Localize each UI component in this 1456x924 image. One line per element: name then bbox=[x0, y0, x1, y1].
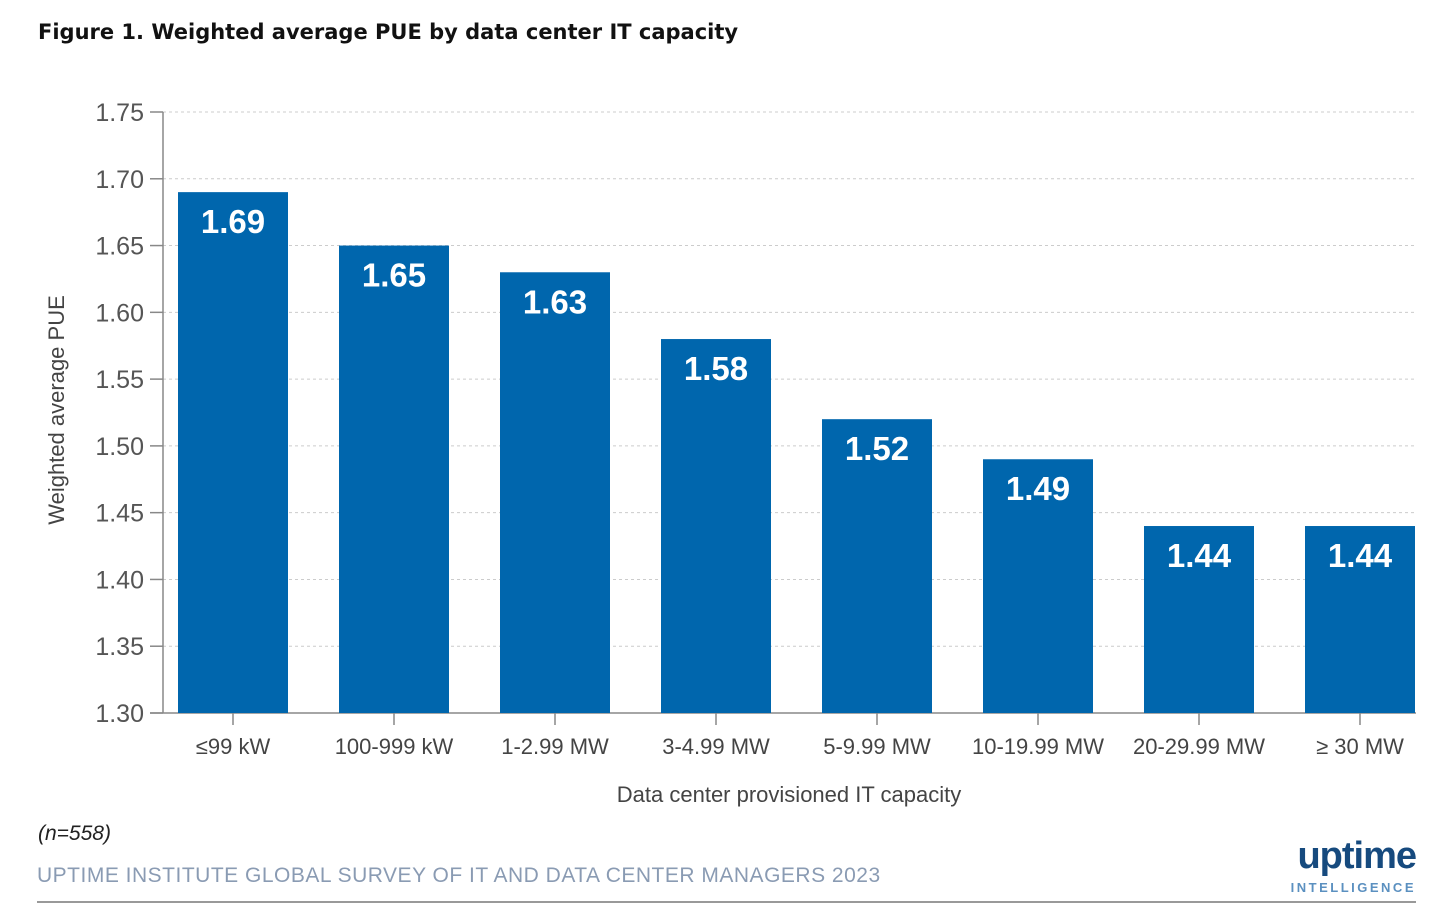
x-tick-label: 100-999 kW bbox=[335, 734, 454, 759]
x-tick-label: ≤99 kW bbox=[196, 734, 271, 759]
bar bbox=[178, 192, 288, 714]
bar-value-label: 1.65 bbox=[362, 257, 426, 294]
footer-divider bbox=[37, 901, 1416, 903]
bar-value-label: 1.44 bbox=[1328, 537, 1393, 574]
x-tick-label: 5-9.99 MW bbox=[823, 734, 931, 759]
y-tick-label: 1.70 bbox=[95, 166, 144, 194]
bar-value-label: 1.69 bbox=[201, 203, 265, 240]
logo-wordmark: uptime bbox=[1297, 835, 1417, 877]
bar bbox=[822, 419, 932, 713]
logo-subtitle: INTELLIGENCE bbox=[1290, 880, 1416, 895]
bar bbox=[1305, 526, 1415, 713]
x-tick-label: 3-4.99 MW bbox=[662, 734, 770, 759]
y-tick-label: 1.45 bbox=[95, 500, 144, 528]
bar-value-label: 1.63 bbox=[523, 283, 587, 320]
x-tick-label: 20-29.99 MW bbox=[1133, 734, 1265, 759]
y-tick-label: 1.55 bbox=[95, 366, 144, 394]
x-tick-label: ≥ 30 MW bbox=[1316, 734, 1404, 759]
y-tick-label: 1.35 bbox=[95, 633, 144, 661]
bar bbox=[500, 272, 610, 713]
bar-value-label: 1.58 bbox=[684, 350, 748, 387]
x-axis-label: Data center provisioned IT capacity bbox=[617, 782, 961, 807]
y-tick-label: 1.65 bbox=[95, 233, 144, 261]
y-tick-label: 1.40 bbox=[95, 566, 144, 594]
y-tick-label: 1.75 bbox=[95, 99, 144, 127]
bar bbox=[1144, 526, 1254, 713]
bar bbox=[661, 339, 771, 713]
bar bbox=[339, 245, 449, 714]
bar-value-label: 1.44 bbox=[1167, 537, 1232, 574]
bar-value-label: 1.52 bbox=[845, 430, 909, 467]
y-tick-label: 1.50 bbox=[95, 433, 144, 461]
x-tick-label: 1-2.99 MW bbox=[501, 734, 609, 759]
y-tick-label: 1.60 bbox=[95, 299, 144, 327]
bar-value-label: 1.49 bbox=[1006, 470, 1070, 507]
y-axis-label: Weighted average PUE bbox=[44, 295, 69, 525]
sample-size-note: (n=558) bbox=[38, 822, 111, 845]
bar bbox=[983, 459, 1093, 713]
source-text: UPTIME INSTITUTE GLOBAL SURVEY OF IT AND… bbox=[37, 864, 881, 887]
uptime-logo: uptime INTELLIGENCE bbox=[1290, 834, 1417, 896]
y-tick-label: 1.30 bbox=[95, 700, 144, 728]
x-tick-label: 10-19.99 MW bbox=[972, 734, 1104, 759]
chart-title: Figure 1. Weighted average PUE by data c… bbox=[38, 20, 739, 44]
